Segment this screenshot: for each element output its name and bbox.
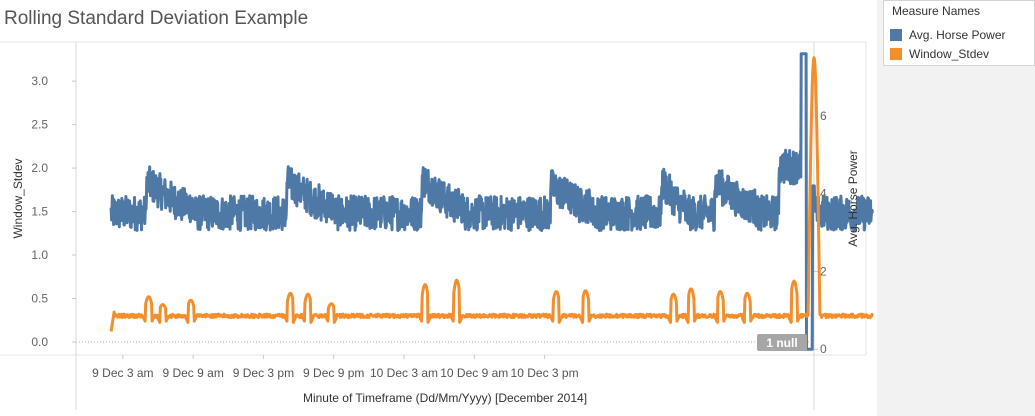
null-badge[interactable]: 1 null: [757, 334, 807, 351]
y-left-tick-label: 1.5: [31, 205, 48, 219]
chart-area[interactable]: 0.0 0.5 1.0 1.5 2.0 2.5 3.0 0 2 4 6 Window_Stdev Avg…: [0, 0, 877, 416]
x-tick-label: 9 Dec 9 am: [162, 366, 223, 380]
legend-label-window-stdev: Window_Stdev: [909, 47, 990, 61]
legend-swatch-window-stdev: [890, 48, 902, 60]
y-right-tick-label: 2: [820, 264, 827, 278]
x-tick-label: 10 Dec 3 am: [370, 366, 438, 380]
null-badge-bg: [757, 334, 807, 351]
side-panel: [877, 0, 1035, 416]
x-tick-label: 10 Dec 9 am: [440, 366, 508, 380]
y-left-tick-label: 2.0: [31, 161, 48, 175]
legend-item-avg-horse-power[interactable]: Avg. Horse Power: [890, 27, 1006, 43]
x-tick-label: 9 Dec 9 pm: [303, 366, 364, 380]
legend-swatch-avg-horse-power: [890, 29, 902, 41]
x-tick-label: 9 Dec 3 am: [92, 366, 153, 380]
legend-title: Measure Names: [892, 4, 981, 18]
y-right-tick-label: 4: [820, 187, 827, 201]
y-left-tick-label: 1.0: [31, 248, 48, 262]
y-left-tick-label: 2.5: [31, 118, 48, 132]
y-left-tick-label: 3.0: [31, 74, 48, 88]
y-right-axis-title: Avg. Horse Power: [846, 150, 860, 247]
y-right-tick-label: 0: [820, 342, 827, 356]
legend-item-window-stdev[interactable]: Window_Stdev: [890, 46, 989, 62]
y-right-tick-label: 6: [820, 109, 827, 123]
chart-title: Rolling Standard Deviation Example: [4, 8, 309, 29]
series-line-avg-horse-power[interactable]: [109, 52, 874, 351]
x-tick-label: 9 Dec 3 pm: [233, 366, 294, 380]
series-line-window-stdev[interactable]: [109, 56, 874, 332]
null-badge-label: 1 null: [766, 336, 797, 350]
y-left-axis-title: Window_Stdev: [11, 158, 25, 238]
x-tick-label: 10 Dec 3 pm: [511, 366, 579, 380]
legend-label-avg-horse-power: Avg. Horse Power: [909, 28, 1006, 42]
y-left-tick-label: 0.0: [31, 335, 48, 349]
y-left-tick-label: 0.5: [31, 291, 48, 305]
x-axis-title: Minute of Timeframe (Dd/Mm/Yyyy) [Decemb…: [303, 391, 587, 405]
legend[interactable]: Measure Names Avg. Horse Power Window_St…: [883, 0, 1035, 66]
